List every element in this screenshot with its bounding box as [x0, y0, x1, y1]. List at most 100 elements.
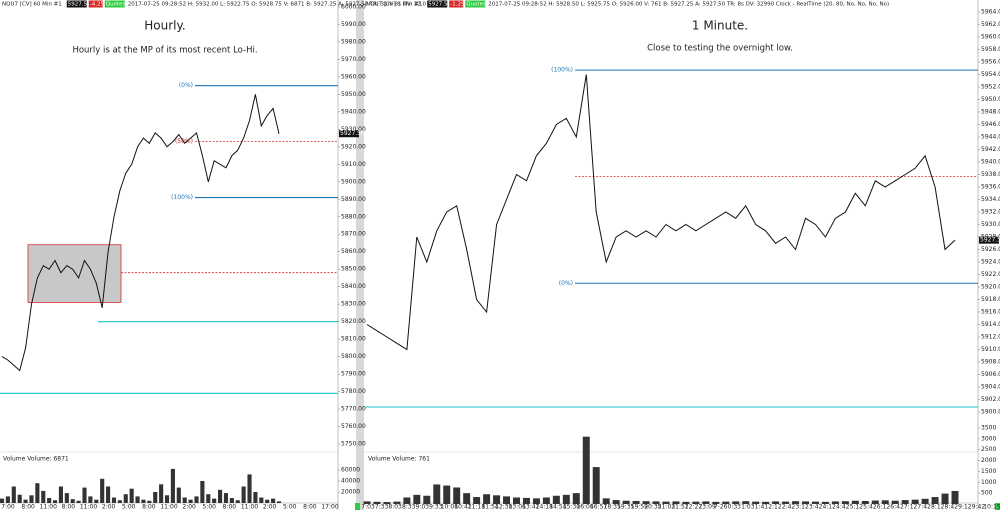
volume-bar: [11, 486, 16, 503]
y-tick-label: 5922.00: [981, 271, 1000, 278]
time-label: 7-26: [714, 504, 728, 510]
y-tick-label: 5840.00: [341, 283, 366, 290]
time-label: 20:35: [644, 504, 661, 510]
y-tick-label: 5800.00: [341, 353, 366, 360]
volume-bar: [117, 500, 122, 503]
volume-bar: [82, 487, 87, 503]
volume-bar: [503, 496, 511, 504]
volume-bar: [682, 501, 690, 504]
volume-bar: [64, 493, 69, 503]
y-tick-label: 5916.00: [981, 309, 1000, 316]
last-price-badge: [979, 236, 999, 244]
volume-bar: [483, 494, 491, 504]
volume-bar: [35, 483, 40, 503]
volume-bar: [453, 487, 461, 504]
y-tick-label: 5980.00: [341, 38, 366, 45]
volume-bar: [0, 498, 5, 503]
volume-bar: [951, 490, 959, 504]
time-label: 11:00: [160, 504, 177, 510]
volume-bar: [901, 500, 909, 504]
volume-bar: [712, 501, 720, 504]
volume-tick-label: 20000: [341, 489, 360, 496]
y-tick-label: 5820.00: [341, 318, 366, 325]
volume-bar: [147, 500, 152, 503]
time-label: 2:42: [782, 504, 796, 510]
time-label: 2:00: [182, 504, 196, 510]
y-tick-label: 5890.00: [341, 196, 366, 203]
volume-bar: [911, 499, 919, 504]
volume-bar: [931, 497, 939, 504]
time-label: 11:00: [241, 504, 258, 510]
volume-tick-label: 1000: [981, 479, 996, 486]
volume-bar: [463, 493, 471, 504]
header-badge: [104, 0, 125, 8]
volume-bar: [247, 474, 252, 503]
y-tick-label: 5944.00: [981, 134, 1000, 141]
time-label: 14:54: [549, 504, 566, 510]
y-tick-label: 5960.00: [981, 34, 1000, 41]
time-label: 8:00: [62, 504, 76, 510]
volume-bar: [259, 497, 264, 503]
time-label: 19:59: [631, 504, 648, 510]
volume-bar: [821, 501, 829, 504]
time-label: 17:00: [321, 504, 338, 510]
y-tick-label: 5870.00: [341, 231, 366, 238]
time-label: 3:42: [809, 504, 823, 510]
panel-divider: [356, 0, 364, 510]
volume-bar: [742, 501, 750, 504]
time-label: 8:42: [945, 504, 959, 510]
time-label: 6:42: [890, 504, 904, 510]
time-label: 8:00: [142, 504, 156, 510]
time-label: 5:42: [863, 504, 877, 510]
time-label: 11:00: [40, 504, 57, 510]
volume-bar: [423, 495, 431, 504]
volume-bar: [642, 501, 650, 504]
y-tick-label: 5926.00: [981, 246, 1000, 253]
volume-bar: [194, 496, 199, 503]
y-tick-label: 5920.00: [341, 143, 366, 150]
last-price-label: 5927.50: [980, 237, 1000, 244]
chart-note: Close to testing the overnight low.: [647, 44, 793, 54]
volume-bar: [532, 498, 540, 504]
y-tick-label: 5940.00: [341, 108, 366, 115]
y-tick-label: 5830.00: [341, 301, 366, 308]
y-tick-label: 5950.00: [981, 96, 1000, 103]
level-label: (100%): [171, 194, 193, 201]
volume-bar: [176, 487, 181, 503]
volume-label: Volume Volume: 761: [368, 456, 430, 463]
time-label: 8:03: [388, 504, 402, 510]
y-tick-label: 5910.00: [981, 346, 1000, 353]
time-label: 23:09: [698, 504, 715, 510]
volume-tick-label: 60000: [341, 467, 360, 474]
level-label: (100%): [551, 67, 573, 74]
volume-bar: [58, 486, 63, 503]
header-text: -4.25: [90, 2, 105, 8]
volume-bar: [772, 501, 780, 504]
volume-bar: [722, 501, 730, 504]
y-tick-label: 5860.00: [341, 248, 366, 255]
time-label: 3:12: [795, 504, 809, 510]
y-tick-label: 5880.00: [341, 213, 366, 220]
volume-bar: [612, 500, 620, 504]
y-tick-label: 5936.00: [981, 184, 1000, 191]
header-badge: [465, 0, 486, 8]
header-text: 2017-07-25 09:28:52 H: 5928.50 L: 5925.7…: [488, 2, 889, 8]
volume-bar: [23, 499, 28, 503]
time-label: 19:35: [617, 504, 634, 510]
y-tick-label: 6000.00: [341, 4, 366, 11]
volume-bar: [229, 498, 234, 503]
time-label: 5:00: [122, 504, 136, 510]
header-text: 5927.50: [428, 2, 451, 8]
volume-bar: [164, 495, 170, 503]
y-tick-label: 5910.00: [341, 161, 366, 168]
volume-bar: [271, 498, 276, 503]
y-tick-label: 5760.00: [341, 423, 366, 430]
volume-bar: [129, 488, 134, 503]
volume-tick-label: 3500: [981, 425, 996, 432]
volume-bar: [123, 494, 128, 503]
price-line: [1, 94, 280, 372]
volume-bar: [692, 501, 700, 504]
time-label: 1:41: [755, 504, 769, 510]
volume-bar: [493, 495, 501, 504]
